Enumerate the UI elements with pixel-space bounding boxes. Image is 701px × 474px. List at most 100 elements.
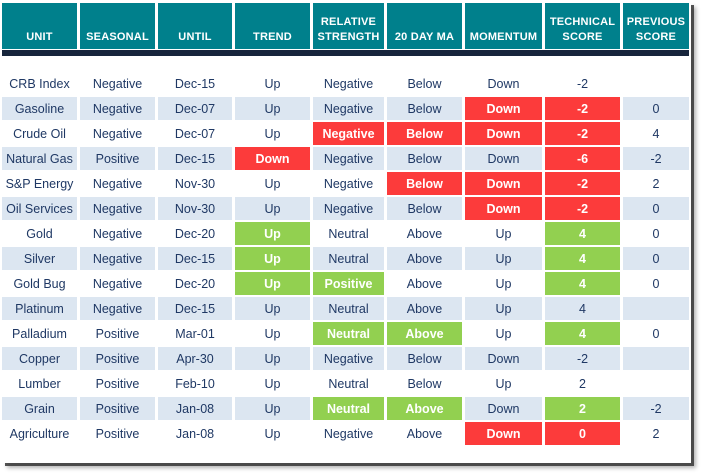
cell-20-day-ma: Below	[387, 347, 462, 370]
spacer-cell	[313, 58, 384, 70]
cell-relative-strength: Negative	[313, 422, 384, 445]
cell-seasonal: Positive	[80, 347, 155, 370]
cell-relative-strength: Negative	[313, 172, 384, 195]
cell-seasonal: Negative	[80, 272, 155, 295]
cell-momentum: Down	[465, 397, 542, 420]
cell-trend: Up	[235, 397, 310, 420]
cell-technical-score: -2	[545, 347, 620, 370]
header-relative-strength: RELATIVE STRENGTH	[313, 3, 384, 49]
cell-technical-score: -2	[545, 122, 620, 145]
cell-momentum: Down	[465, 347, 542, 370]
cell-seasonal: Negative	[80, 122, 155, 145]
cell-trend: Up	[235, 72, 310, 95]
cell-20-day-ma: Above	[387, 247, 462, 270]
cell-until: Dec-15	[158, 72, 232, 95]
cell-previous-score	[623, 347, 689, 370]
cell-unit: Platinum	[2, 297, 77, 320]
cell-momentum: Down	[465, 97, 542, 120]
cell-until: Apr-30	[158, 347, 232, 370]
cell-20-day-ma: Above	[387, 297, 462, 320]
cell-seasonal: Positive	[80, 422, 155, 445]
cell-trend: Up	[235, 247, 310, 270]
cell-relative-strength: Positive	[313, 272, 384, 295]
cell-momentum: Down	[465, 122, 542, 145]
cell-20-day-ma: Below	[387, 147, 462, 170]
cell-seasonal: Positive	[80, 372, 155, 395]
header-momentum: MOMENTUM	[465, 3, 542, 49]
cell-trend: Up	[235, 372, 310, 395]
cell-momentum: Up	[465, 247, 542, 270]
cell-momentum: Down	[465, 197, 542, 220]
seasonal-technical-table-frame: UNIT SEASONAL UNTIL TREND RELATIVE STREN…	[2, 2, 691, 463]
spacer-cell	[158, 58, 232, 70]
cell-technical-score: 0	[545, 422, 620, 445]
spacer-cell	[80, 58, 155, 70]
cell-technical-score: -2	[545, 97, 620, 120]
cell-20-day-ma: Above	[387, 397, 462, 420]
cell-relative-strength: Negative	[313, 147, 384, 170]
cell-previous-score: 0	[623, 272, 689, 295]
cell-seasonal: Negative	[80, 222, 155, 245]
cell-unit: CRB Index	[2, 72, 77, 95]
cell-trend: Up	[235, 122, 310, 145]
cell-unit: Agriculture	[2, 422, 77, 445]
cell-until: Nov-30	[158, 197, 232, 220]
cell-trend: Up	[235, 347, 310, 370]
bottom-spacer-cell	[2, 447, 77, 460]
cell-momentum: Down	[465, 147, 542, 170]
cell-momentum: Down	[465, 172, 542, 195]
cell-technical-score: -2	[545, 172, 620, 195]
spacer-cell	[235, 58, 310, 70]
spacer-cell	[545, 58, 620, 70]
cell-unit: Gold Bug	[2, 272, 77, 295]
cell-relative-strength: Neutral	[313, 372, 384, 395]
cell-trend: Up	[235, 272, 310, 295]
cell-relative-strength: Neutral	[313, 322, 384, 345]
bottom-spacer-cell	[465, 447, 542, 460]
cell-previous-score: 0	[623, 97, 689, 120]
cell-unit: Gasoline	[2, 97, 77, 120]
header-seasonal: SEASONAL	[80, 3, 155, 49]
cell-trend: Up	[235, 197, 310, 220]
bottom-spacer-cell	[623, 447, 689, 460]
cell-relative-strength: Neutral	[313, 297, 384, 320]
cell-previous-score	[623, 297, 689, 320]
cell-technical-score: 4	[545, 297, 620, 320]
cell-20-day-ma: Above	[387, 222, 462, 245]
cell-relative-strength: Negative	[313, 97, 384, 120]
cell-previous-score: 0	[623, 247, 689, 270]
cell-technical-score: -2	[545, 72, 620, 95]
cell-20-day-ma: Below	[387, 172, 462, 195]
bottom-spacer-cell	[313, 447, 384, 460]
cell-momentum: Up	[465, 272, 542, 295]
cell-previous-score: 2	[623, 172, 689, 195]
cell-20-day-ma: Below	[387, 122, 462, 145]
cell-until: Dec-20	[158, 272, 232, 295]
cell-until: Feb-10	[158, 372, 232, 395]
cell-until: Dec-20	[158, 222, 232, 245]
cell-relative-strength: Negative	[313, 72, 384, 95]
cell-technical-score: 2	[545, 372, 620, 395]
cell-previous-score: 2	[623, 422, 689, 445]
cell-technical-score: -6	[545, 147, 620, 170]
cell-technical-score: 4	[545, 247, 620, 270]
cell-technical-score: 4	[545, 322, 620, 345]
cell-until: Dec-07	[158, 97, 232, 120]
bottom-spacer-cell	[387, 447, 462, 460]
cell-momentum: Up	[465, 222, 542, 245]
cell-previous-score: -2	[623, 147, 689, 170]
cell-momentum: Up	[465, 322, 542, 345]
cell-trend: Up	[235, 97, 310, 120]
header-20-day-ma: 20 DAY MA	[387, 3, 462, 49]
cell-technical-score: 2	[545, 397, 620, 420]
cell-until: Mar-01	[158, 322, 232, 345]
cell-previous-score: -2	[623, 397, 689, 420]
seasonal-technical-table: UNIT SEASONAL UNTIL TREND RELATIVE STREN…	[2, 2, 691, 460]
cell-unit: Crude Oil	[2, 122, 77, 145]
header-underline-band	[2, 50, 689, 56]
cell-previous-score: 0	[623, 197, 689, 220]
cell-seasonal: Positive	[80, 397, 155, 420]
cell-trend: Up	[235, 297, 310, 320]
header-previous-score: PREVIOUS SCORE	[623, 3, 689, 49]
cell-trend: Up	[235, 222, 310, 245]
